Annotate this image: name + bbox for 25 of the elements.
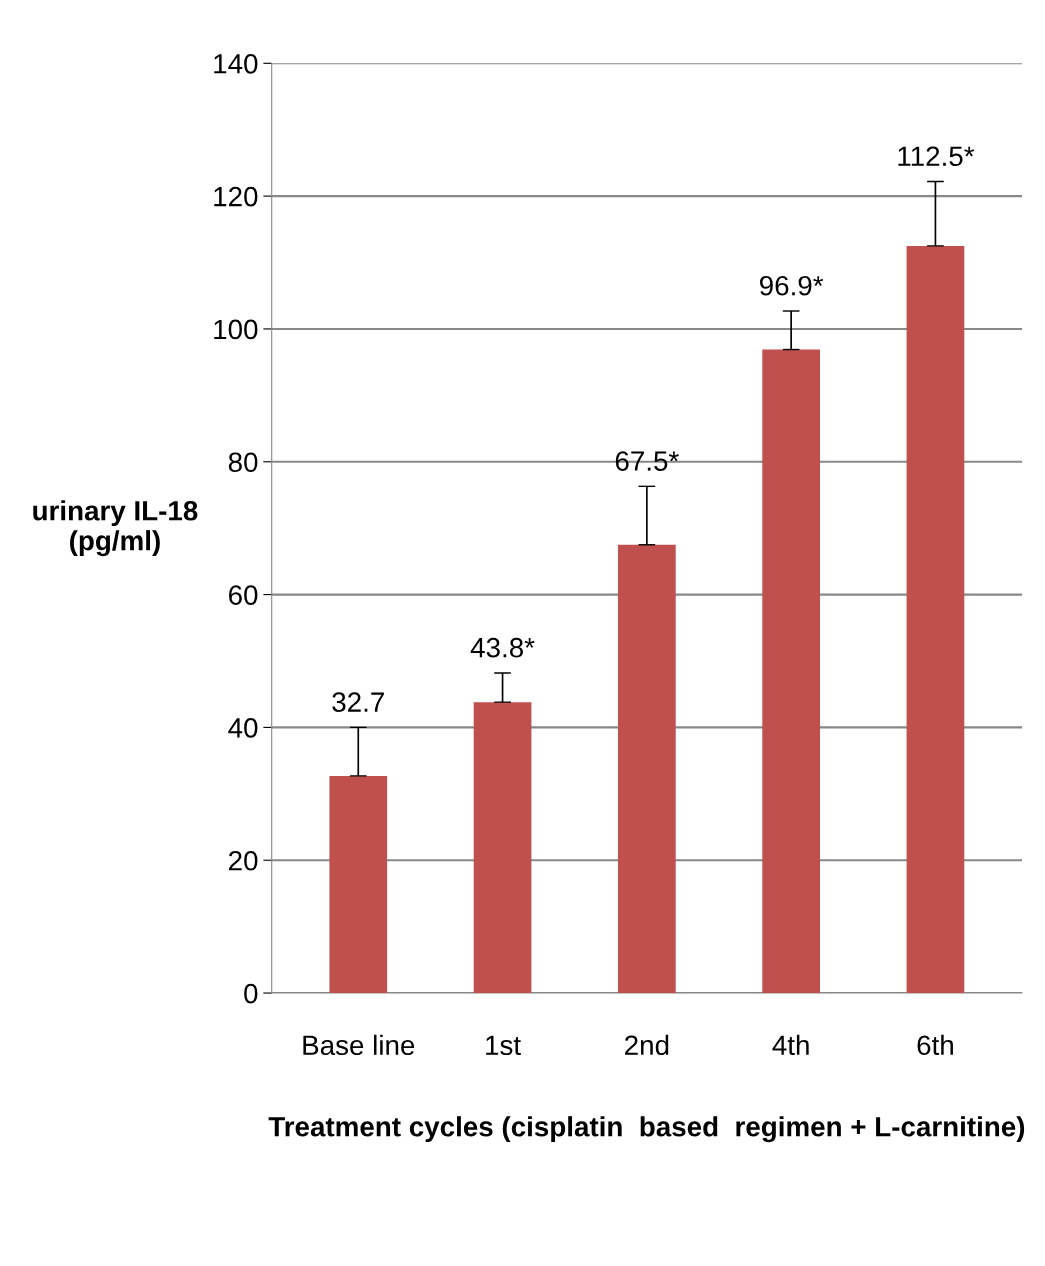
y-tick-label: 40 [228,718,258,738]
y-tick-label: 0 [244,983,258,1004]
x-tick-label: 1st [486,1035,521,1056]
data-label: 112.5* [898,146,975,167]
x-tick-label: 2nd [625,1034,669,1056]
y-tick-label: 80 [228,452,258,473]
bar [473,702,532,994]
x-tick-label: 4th [772,1034,809,1056]
x-tick-label: Base line [303,1034,415,1056]
y-tick-label: 60 [229,585,258,605]
data-label: 96.9* [760,275,824,296]
y-tick-label: 100 [214,319,258,340]
bar [618,544,676,994]
y-tick-label: 20 [229,850,258,871]
x-axis-title: Treatment cycles (cisplatin based regimen + L-carnitine) [268,1116,1025,1143]
data-label: 43.8* [470,637,535,658]
y-tick-label: 140 [214,53,258,74]
y-tick-label: 120 [214,186,258,207]
data-label: 67.5* [615,451,679,471]
bar [762,349,820,994]
bar [329,775,388,994]
data-label: 32.7 [332,692,384,712]
bar [906,245,965,994]
y-axis-title: urinary IL-18 (pg/ml) [33,500,198,557]
x-tick-label: 6th [917,1034,953,1056]
